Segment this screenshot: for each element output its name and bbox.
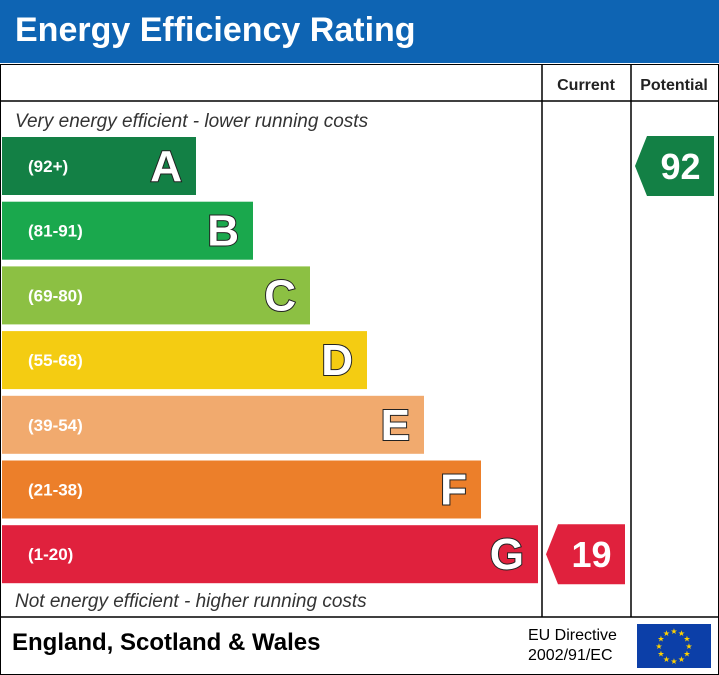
eu-star-icon: ★ [655,642,662,651]
band-range-label: (55-68) [28,351,83,370]
band-c: (69-80) C [2,266,310,325]
eu-star-icon: ★ [678,629,685,638]
eu-directive-label: EU Directive 2002/91/EC [528,626,638,666]
band-bar-g [2,525,538,584]
band-letter-label: B [207,207,239,256]
eu-star-icon: ★ [670,627,677,636]
eu-star-icon: ★ [683,650,690,659]
band-letter-label: A [150,142,182,191]
eu-star-icon: ★ [670,657,677,666]
band-f: (21-38) F [2,460,481,519]
band-letter-label: E [381,401,410,450]
current-column-header: Current [557,77,615,94]
rating-bands: (92+) A (81-91) B (69-80) C (55-68) D (39-54) E (2… [2,137,538,584]
band-bar-b [2,201,253,260]
band-letter-label: F [440,466,467,515]
band-letter-label: D [321,336,353,385]
band-bar-f [2,460,481,519]
band-range-label: (21-38) [28,481,83,500]
band-bar-c [2,266,310,325]
band-g: (1-20) G [2,525,538,584]
band-b: (81-91) B [2,201,253,260]
eu-star-icon: ★ [657,650,664,659]
potential-rating-marker: 92 [635,136,714,196]
current-rating-value: 19 [571,534,611,575]
band-range-label: (81-91) [28,222,83,241]
band-range-label: (1-20) [28,545,73,564]
bottom-caption: Not energy efficient - higher running co… [15,591,367,612]
band-range-label: (69-80) [28,286,83,305]
band-range-label: (92+) [28,157,68,176]
band-letter-label: C [264,271,296,320]
country-label: England, Scotland & Wales [12,629,321,656]
page-title: Energy Efficiency Rating [15,11,416,49]
eu-star-icon: ★ [683,635,690,644]
eu-star-icon: ★ [678,655,685,664]
eu-directive-line2: 2002/91/EC [528,647,613,664]
band-letter-label: G [490,530,524,579]
band-bar-e [2,395,424,454]
eu-star-icon: ★ [663,629,670,638]
band-e: (39-54) E [2,395,424,454]
eu-star-icon: ★ [657,635,664,644]
current-rating-marker: 19 [546,524,625,585]
top-caption: Very energy efficient - lower running co… [15,111,369,132]
eu-directive-line1: EU Directive [528,627,617,644]
band-bar-a [2,137,196,195]
potential-column-header: Potential [640,77,708,94]
current-rating-arrow [546,524,625,585]
band-a: (92+) A [2,137,196,195]
potential-rating-arrow [635,136,714,196]
header-bar: Energy Efficiency Rating [0,0,719,63]
eu-star-icon: ★ [685,642,692,651]
eu-star-icon: ★ [663,655,670,664]
band-range-label: (39-54) [28,416,83,435]
eu-flag-icon: ★ ★ ★ ★ ★ ★ ★ ★ ★ ★ ★ ★ [637,624,711,668]
band-bar-d [2,331,367,390]
potential-rating-value: 92 [660,146,700,187]
band-d: (55-68) D [2,331,367,390]
